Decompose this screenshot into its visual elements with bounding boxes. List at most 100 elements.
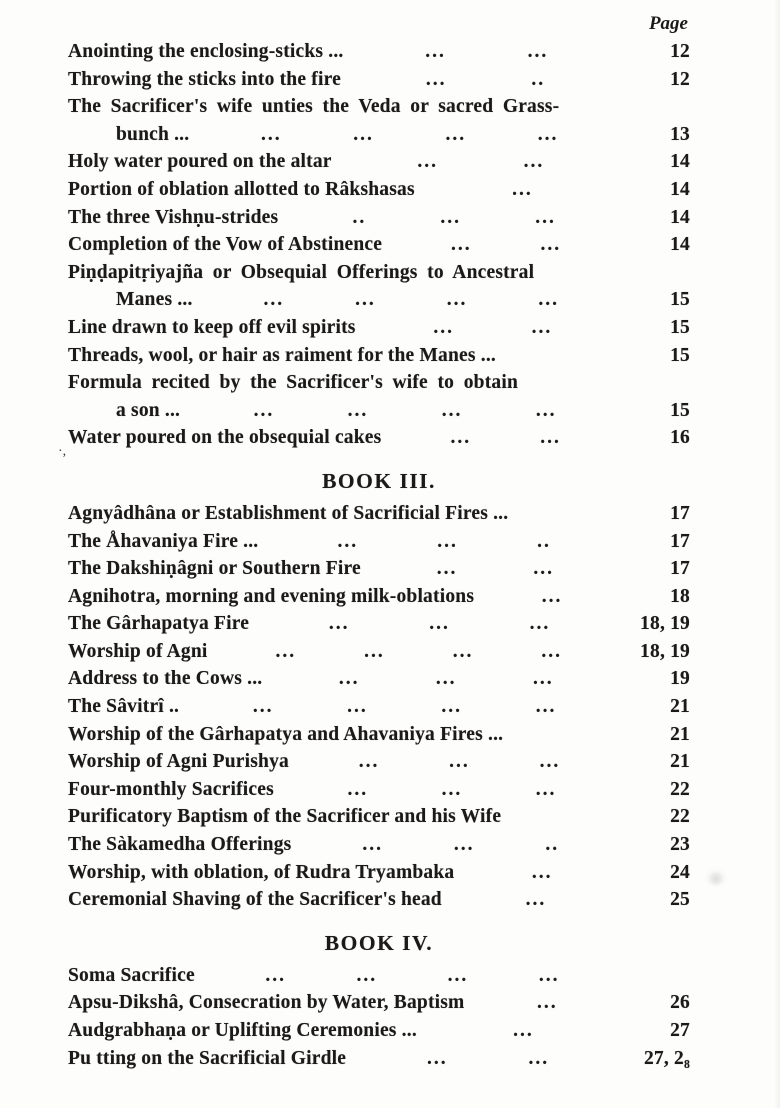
dot-group: ...	[358, 751, 380, 773]
dot-group: ...	[532, 668, 554, 690]
toc-entry: Water poured on the obsequial cakes.....…	[68, 424, 690, 452]
dot-group: ...	[252, 696, 274, 718]
dot-leader: .........	[262, 665, 630, 693]
toc-entry-page: 14	[670, 234, 690, 256]
dot-group: ...	[347, 399, 369, 421]
dot-group: ...	[356, 964, 378, 986]
dot-leader: ......	[361, 555, 630, 583]
toc-entry-page: 16	[670, 427, 690, 449]
toc-entry-title: Agnihotra, morning and evening milk-obla…	[68, 585, 475, 607]
dot-group: ...	[337, 530, 359, 552]
toc-entry-title: Apsu-Dikshâ, Consecration by Water, Bapt…	[68, 992, 465, 1014]
dot-group: ...	[535, 778, 557, 800]
toc-entry-page: 27	[670, 1020, 690, 1041]
toc-entry: The Gârhapatya Fire......... 18, 19	[68, 610, 690, 638]
toc-entry-title: Audgrabhaṇa or Uplifting Ceremonies ...	[68, 1020, 417, 1041]
book-heading: BOOK III.	[322, 468, 436, 493]
toc-entry-title: Agnyâdhâna or Establishment of Sacrifici…	[68, 502, 509, 524]
toc-entry-title: The Dakshiṇâgni or Southern Fire	[68, 558, 361, 580]
toc-entry-title: The Åhavaniya Fire ...	[68, 530, 259, 552]
dot-leader: ...	[474, 583, 630, 611]
page-column-header: Page	[648, 13, 688, 34]
dot-group: ...	[338, 668, 360, 690]
toc-entry-title: Ceremonial Shaving of the Sacrificer's h…	[68, 889, 442, 911]
toc-entry-title: Water poured on the obsequial cakes	[68, 427, 382, 449]
dot-group: ..	[352, 206, 367, 228]
toc-entry-title: The three Vishṇu-strides	[68, 206, 279, 228]
toc-entry: Ceremonial Shaving of the Sacrificer's h…	[68, 886, 690, 914]
dot-group: ...	[260, 123, 282, 145]
toc-entry: bunch ............... 13	[68, 121, 690, 149]
toc-entry-title: Worship of the Gârhapatya and Ahavaniya …	[68, 723, 504, 745]
dot-leader: ......	[344, 38, 631, 66]
dot-group: ...	[425, 41, 446, 62]
toc-entry: Holy water poured on the altar...... 14	[68, 148, 690, 176]
dot-group: ...	[433, 316, 454, 338]
toc-entry-page: 15	[670, 399, 690, 421]
toc-entry: Pu tting on the Sacrificial Girdle......…	[68, 1045, 690, 1073]
page-header-row: Page	[68, 10, 690, 38]
dot-group: ...	[512, 178, 533, 200]
dot-group: ..	[545, 834, 560, 856]
toc-entry-page: 15	[670, 289, 690, 311]
toc-entry-title: The Sàkamedha Offerings	[68, 834, 292, 856]
toc-entry-page: 22	[670, 806, 690, 828]
toc-entry-page: 18, 19	[640, 613, 690, 635]
toc-entry: Worship of the Gârhapatya and Ahavaniya …	[68, 721, 690, 749]
dot-group: ...	[447, 964, 469, 986]
toc-entry-page: 22	[670, 778, 690, 800]
toc-entry-page: 27, 2₈	[643, 1047, 690, 1069]
dot-group: ...	[452, 640, 474, 662]
toc-entry-title: Piṇḍapitṛiyajña or Obsequial Offerings t…	[68, 261, 535, 283]
dot-group: ...	[540, 234, 562, 256]
toc-entry-title: Threads, wool, or hair as raiment for th…	[68, 344, 496, 366]
dot-group: ...	[538, 289, 559, 311]
toc-entry-title: Worship of Agni	[68, 640, 208, 662]
toc-entry-page: 15	[670, 316, 690, 338]
dot-group: ...	[265, 964, 286, 986]
dot-group: ...	[537, 123, 559, 145]
toc-entry-title: Portion of oblation allotted to Râkshasa…	[68, 178, 415, 200]
dot-group: ...	[533, 558, 555, 580]
toc-entry-page: 18	[670, 585, 690, 607]
toc-entry: The Sàkamedha Offerings........ 23	[68, 831, 690, 859]
dot-leader: ............	[193, 286, 630, 314]
toc-entry-page: 25	[670, 889, 690, 911]
toc-sections: Anointing the enclosing-sticks .........…	[68, 38, 690, 1072]
toc-entry-title: Formula recited by the Sacrificer's wife…	[68, 372, 519, 394]
dot-group: ...	[531, 316, 553, 338]
toc-entry-page: 17	[670, 502, 690, 524]
dot-leader: .........	[249, 610, 630, 638]
dot-group: ...	[435, 668, 457, 690]
toc-entry: Piṇḍapitṛiyajña or Obsequial Offerings t…	[68, 259, 690, 287]
toc-entry-page: 21	[670, 723, 690, 745]
dot-group: ...	[539, 751, 561, 773]
toc-entry-title: Completion of the Vow of Abstinence	[68, 234, 383, 256]
dot-group: ...	[441, 399, 463, 421]
toc-entry-page: 12	[670, 68, 690, 90]
dot-group: ...	[328, 613, 350, 635]
dot-group: ..	[531, 68, 546, 90]
dot-leader: .....	[341, 66, 630, 94]
toc-entry-page: 24	[670, 861, 690, 883]
scan-artifact-mark: ·,	[58, 444, 67, 459]
dot-group: ...	[275, 640, 297, 662]
scan-smudge	[708, 871, 724, 885]
dot-leader: ............	[189, 121, 630, 149]
toc-entry: The Åhavaniya Fire ........... 17	[68, 528, 690, 556]
toc-entry: Manes ............... 15	[68, 286, 690, 314]
dot-group: ...	[453, 834, 475, 856]
toc-entry-title: Anointing the enclosing-sticks ...	[68, 41, 344, 62]
dot-group: ...	[531, 861, 553, 883]
toc-entry: Line drawn to keep off evil spirits.....…	[68, 314, 690, 342]
toc-entry-title: The Sâvitrî ..	[68, 696, 180, 718]
dot-leader: ......	[382, 231, 630, 259]
toc-entry-title: Line drawn to keep off evil spirits	[68, 316, 356, 338]
toc-entry: Audgrabhaṇa or Uplifting Ceremonies ....…	[68, 1017, 690, 1045]
dot-group: ...	[535, 399, 557, 421]
dot-leader: ...	[415, 176, 630, 204]
dot-leader: ...	[465, 989, 631, 1017]
dot-group: ...	[535, 696, 557, 718]
dot-group: ...	[536, 992, 558, 1014]
dot-group: ...	[541, 640, 562, 662]
